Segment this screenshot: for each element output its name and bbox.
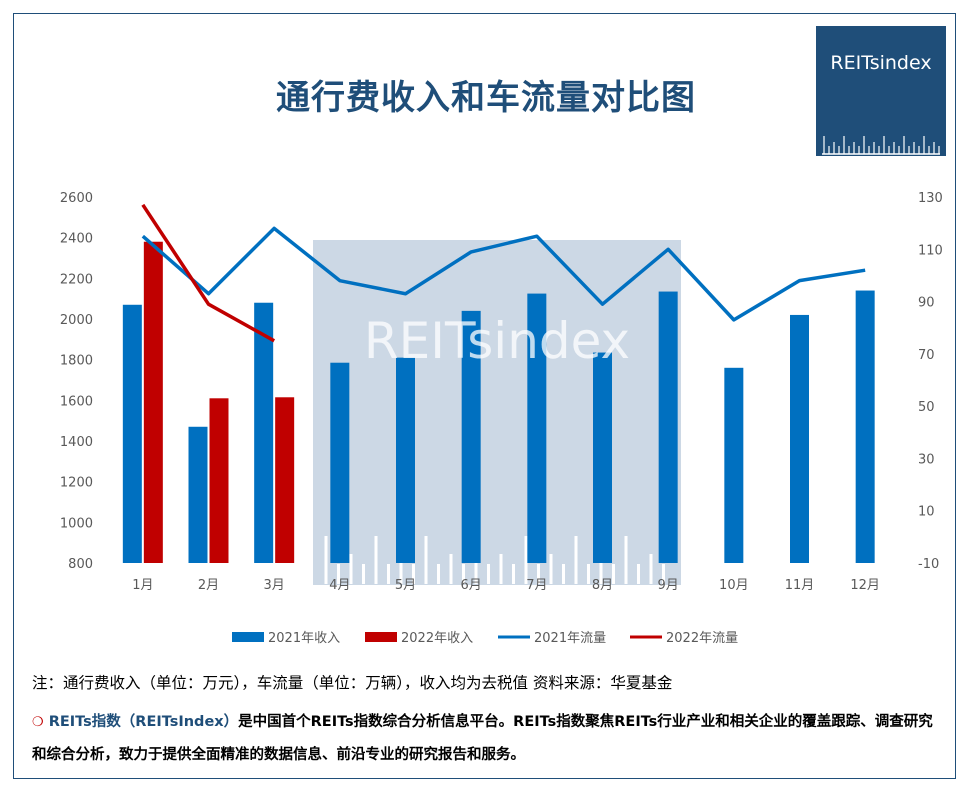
platform-description: ❍ REITs指数（REITsIndex）是中国首个REITs指数综合分析信息平… bbox=[32, 706, 947, 772]
right-axis-tick: 130 bbox=[918, 191, 943, 206]
left-axis-tick: 1800 bbox=[60, 354, 93, 369]
category-label: 12月 bbox=[850, 578, 880, 593]
right-axis-tick: 110 bbox=[918, 243, 943, 258]
line-2021-traffic bbox=[141, 226, 866, 322]
legend-label: 2021年流量 bbox=[534, 631, 606, 646]
bullet-icon: ❍ bbox=[32, 715, 44, 730]
legend-label: 2022年流量 bbox=[666, 631, 738, 646]
left-axis-tick: 2200 bbox=[60, 272, 93, 287]
bar-2021-revenue bbox=[461, 310, 481, 563]
left-axis-tick: 1600 bbox=[60, 394, 93, 409]
line-2022-traffic bbox=[141, 203, 276, 343]
left-axis-tick: 2000 bbox=[60, 313, 93, 328]
bar-2021-revenue bbox=[593, 352, 612, 563]
brand-name: REITs指数（REITsIndex） bbox=[48, 714, 239, 730]
bar-2021-revenue bbox=[122, 304, 142, 563]
bar-2021-revenue bbox=[724, 367, 744, 563]
category-label: 4月 bbox=[329, 578, 350, 593]
category-label: 7月 bbox=[526, 578, 547, 593]
watermark-text: REITsindex bbox=[364, 312, 630, 370]
category-label: 2月 bbox=[198, 578, 219, 593]
right-axis-tick: 90 bbox=[918, 296, 935, 311]
chart-title: 通行费收入和车流量对比图 bbox=[276, 78, 696, 118]
right-axis-tick: 30 bbox=[918, 452, 935, 467]
reitsindex-logo: REITsindex bbox=[816, 26, 946, 156]
right-axis-tick: 50 bbox=[918, 400, 935, 415]
bar-2021-revenue bbox=[254, 302, 274, 563]
category-label: 1月 bbox=[132, 578, 153, 593]
right-axis-tick: 10 bbox=[918, 505, 935, 520]
left-axis-tick: 2600 bbox=[60, 191, 93, 206]
watermark-box bbox=[313, 240, 681, 585]
category-label: 6月 bbox=[461, 578, 482, 593]
legend-label: 2022年收入 bbox=[401, 631, 473, 646]
left-axis-tick: 1200 bbox=[60, 476, 93, 491]
legend-label: 2021年收入 bbox=[268, 631, 340, 646]
category-label: 9月 bbox=[658, 578, 679, 593]
logo-ruler-icon bbox=[822, 136, 940, 155]
category-label: 8月 bbox=[592, 578, 613, 593]
category-label: 10月 bbox=[719, 578, 749, 593]
category-label: 3月 bbox=[264, 578, 285, 593]
chart-note: 注：通行费收入（单位：万元），车流量（单位：万辆），收入均为去税值 资料来源：华… bbox=[32, 674, 673, 692]
category-label: 5月 bbox=[395, 578, 416, 593]
bar-2021-revenue bbox=[658, 291, 678, 563]
bar-2021-revenue bbox=[790, 314, 809, 563]
category-label: 11月 bbox=[785, 578, 815, 593]
left-axis-tick: 1000 bbox=[60, 516, 93, 531]
bar-2022-revenue bbox=[209, 398, 229, 563]
outer-frame bbox=[13, 13, 956, 779]
bar-2021-revenue bbox=[188, 426, 208, 563]
left-axis-tick: 2400 bbox=[60, 232, 93, 247]
bar-2021-revenue bbox=[855, 290, 875, 563]
left-axis-tick: 1400 bbox=[60, 435, 93, 450]
right-axis-tick: 70 bbox=[918, 348, 935, 363]
bar-2021-revenue bbox=[330, 362, 350, 563]
bar-2021-revenue bbox=[396, 357, 415, 563]
bar-2022-revenue bbox=[143, 241, 163, 563]
right-axis-tick: -10 bbox=[918, 557, 939, 572]
description-text: 是中国首个REITs指数综合分析信息平台。REITs指数聚焦REITs行业产业和… bbox=[32, 714, 933, 763]
left-axis-tick: 800 bbox=[68, 557, 93, 572]
bar-2021-revenue bbox=[527, 293, 547, 563]
legend-swatch bbox=[365, 632, 397, 642]
logo-text: REITsindex bbox=[830, 52, 932, 74]
bar-2022-revenue bbox=[275, 397, 295, 563]
legend-swatch bbox=[232, 632, 264, 642]
